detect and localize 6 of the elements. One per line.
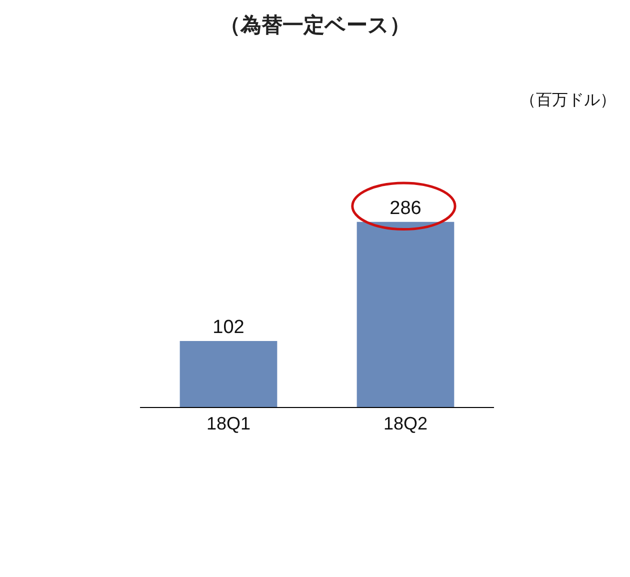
x-tick-label: 18Q1	[206, 414, 251, 434]
data-label: 286	[390, 198, 422, 219]
text: （百万ドル）	[520, 90, 616, 109]
data-label: 102	[212, 316, 244, 338]
chart-title: （為替一定ベース）	[220, 13, 410, 38]
x-tick-label: 18Q2	[383, 414, 428, 434]
